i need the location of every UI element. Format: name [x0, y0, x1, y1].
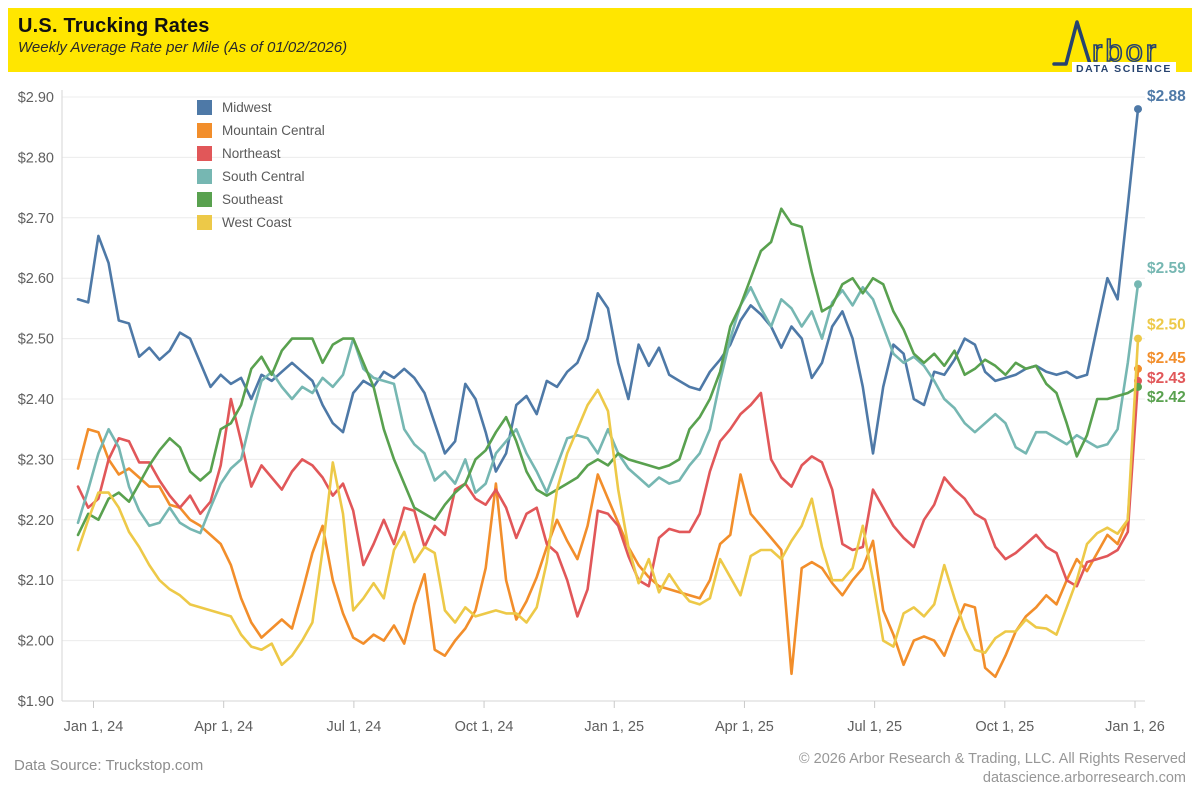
series-end-label: $2.50	[1147, 317, 1186, 334]
series-end-label: $2.88	[1147, 88, 1186, 105]
copyright-text: © 2026 Arbor Research & Trading, LLC. Al…	[798, 751, 1186, 767]
series-line-west-coast	[76, 337, 1140, 667]
legend-swatch-icon	[197, 100, 212, 115]
series-end-label: $2.42	[1147, 389, 1186, 406]
series-line-northeast	[76, 379, 1140, 618]
footer-credits: © 2026 Arbor Research & Trading, LLC. Al…	[799, 750, 1186, 788]
data-source-note: Data Source: Truckstop.com	[14, 757, 204, 774]
axis-layer: Jan 1, 24 Apr 1, 24 Jul 1, 24 Oct 1, 24 Jan …	[61, 90, 1165, 735]
y-tick-label: $2.40	[18, 392, 54, 408]
legend-item-southeast[interactable]: Southeast	[197, 188, 325, 211]
series-line-mountain-central	[76, 367, 1140, 679]
y-tick-label: $2.70	[18, 211, 54, 227]
x-tick-label: Jan 1, 26	[1105, 719, 1165, 735]
legend-label: Midwest	[222, 100, 272, 115]
x-tick-label: Apr 1, 24	[194, 719, 253, 735]
legend-item-west-coast[interactable]: West Coast	[197, 211, 325, 234]
legend-swatch-icon	[197, 192, 212, 207]
series-end-label: $2.45	[1147, 350, 1186, 367]
legend-item-mountain-central[interactable]: Mountain Central	[197, 119, 325, 142]
legend-item-south-central[interactable]: South Central	[197, 165, 325, 188]
x-tick-label: Jul 1, 24	[326, 719, 381, 735]
legend-label: West Coast	[222, 215, 292, 230]
y-tick-label: $2.50	[18, 332, 54, 348]
series-end-label: $2.43	[1147, 370, 1186, 387]
logo-tagline: DATA SCIENCE	[1076, 63, 1172, 74]
legend: Midwest Mountain Central Northeast South Ce…	[197, 96, 325, 234]
x-tick-label: Oct 1, 25	[975, 719, 1034, 735]
series-end-dot	[1134, 334, 1142, 343]
x-tick-label: Apr 1, 25	[715, 719, 774, 735]
x-tick-label: Oct 1, 24	[455, 719, 514, 735]
legend-item-midwest[interactable]: Midwest	[197, 96, 325, 119]
series-end-dot	[1134, 105, 1142, 114]
logo-tagline-band	[1072, 62, 1176, 74]
legend-swatch-icon	[197, 146, 212, 161]
legend-item-northeast[interactable]: Northeast	[197, 142, 325, 165]
legend-label: Northeast	[222, 146, 281, 161]
x-tick-label: Jan 1, 24	[64, 719, 124, 735]
y-tick-label: $2.80	[18, 150, 54, 166]
y-tick-label: $2.90	[18, 90, 54, 106]
legend-label: Mountain Central	[222, 123, 325, 138]
y-tick-label: $2.30	[18, 452, 54, 468]
legend-label: Southeast	[222, 192, 283, 207]
y-tick-label: $2.60	[18, 271, 54, 287]
x-tick-label: Jan 1, 25	[584, 719, 644, 735]
title-banner: U.S. Trucking Rates Weekly Average Rate …	[8, 8, 1192, 74]
y-tick-label: $2.10	[18, 573, 54, 589]
legend-swatch-icon	[197, 123, 212, 138]
page-title: U.S. Trucking Rates	[18, 15, 210, 37]
legend-swatch-icon	[197, 169, 212, 184]
y-tick-label: $2.00	[18, 634, 54, 650]
x-tick-label: Jul 1, 25	[847, 719, 902, 735]
series-layer	[76, 105, 1142, 679]
series-line-southeast	[76, 207, 1140, 537]
arbor-logo: rbor DATA SCIENCE	[1052, 20, 1176, 74]
series-end-label: $2.59	[1147, 260, 1186, 277]
legend-swatch-icon	[197, 215, 212, 230]
series-line-south-central	[76, 282, 1140, 535]
y-tick-label: $1.90	[18, 694, 54, 710]
legend-label: South Central	[222, 169, 305, 184]
page-subtitle: Weekly Average Rate per Mile (As of 01/0…	[18, 39, 348, 56]
series-line-midwest	[76, 107, 1140, 473]
label-layer: $2.88 $2.45 $2.43 $2.59 $2.42 $2.50	[1147, 88, 1186, 406]
y-tick-label: $2.20	[18, 513, 54, 529]
series-end-dot	[1134, 280, 1142, 289]
logo-peak-icon	[1052, 20, 1092, 66]
website-link[interactable]: datascience.arborresearch.com	[982, 770, 1186, 786]
